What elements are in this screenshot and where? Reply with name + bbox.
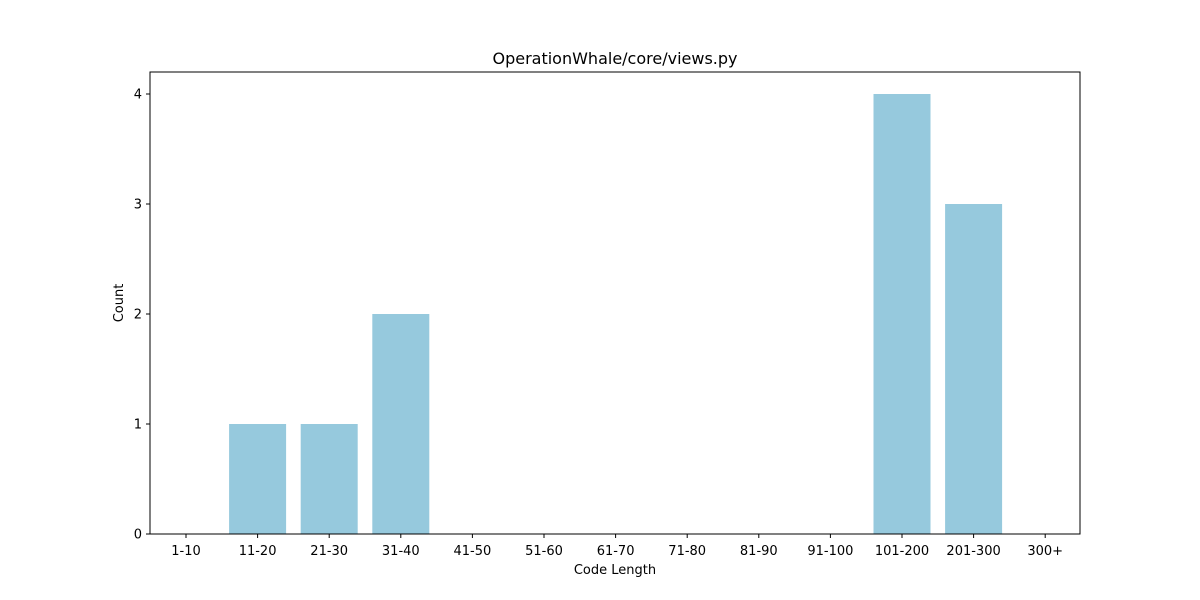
x-tick-label: 61-70: [597, 544, 635, 559]
y-tick-label: 3: [134, 198, 142, 213]
x-tick-label: 71-80: [668, 544, 706, 559]
bars-group: [229, 94, 1003, 534]
x-tick-label: 1-10: [171, 544, 201, 559]
plot-frame: [149, 71, 1081, 535]
x-tick-label: 300+: [1027, 544, 1063, 559]
x-tick-label: 81-90: [740, 544, 778, 559]
x-tick-label: 41-50: [454, 544, 492, 559]
x-tick-label: 101-200: [875, 544, 929, 559]
bar-11-20: [229, 424, 287, 534]
bar-31-40: [372, 314, 430, 534]
y-tick-label: 0: [134, 528, 142, 543]
y-tick-label: 4: [134, 88, 142, 103]
x-tick-label: 11-20: [239, 544, 277, 559]
x-axis: 1-10 11-20 21-30 31-40 41-50 51-60 61-70 71-80 8…: [171, 534, 1063, 559]
y-tick-label: 1: [134, 418, 142, 433]
x-tick-label: 51-60: [525, 544, 563, 559]
x-tick-label: 21-30: [310, 544, 348, 559]
y-tick-label: 2: [134, 308, 142, 323]
bar-101-200: [873, 94, 931, 534]
x-tick-label: 201-300: [946, 544, 1000, 559]
y-axis: 0 1 2 3 4: [134, 88, 150, 543]
chart-title: OperationWhale/core/views.py: [492, 49, 737, 68]
bar-201-300: [945, 204, 1003, 534]
x-axis-label: Code Length: [574, 563, 656, 578]
x-tick-label: 91-100: [807, 544, 853, 559]
x-tick-label: 31-40: [382, 544, 420, 559]
bar-21-30: [300, 424, 358, 534]
y-axis-label: Count: [112, 284, 127, 323]
